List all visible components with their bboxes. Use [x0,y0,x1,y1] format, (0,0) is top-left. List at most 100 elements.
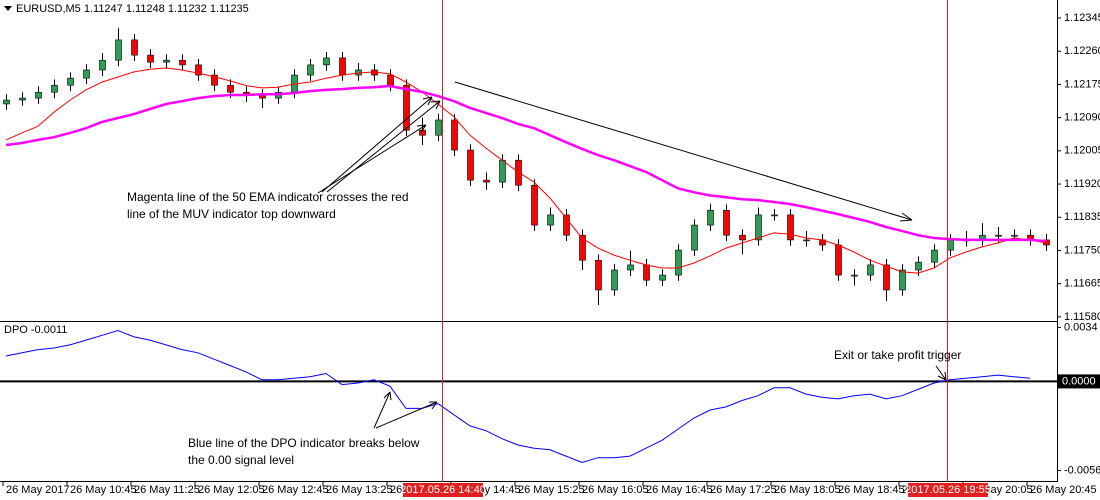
x-tick-label: 26 May 11:25 [134,484,200,496]
arrow-head [899,212,913,222]
marker-label: 2017.05.26 19:55 [905,484,991,496]
candle-body [723,209,730,236]
candle-body [211,74,218,86]
candle-body [755,214,762,241]
candle-body [451,119,458,151]
candle-body [83,69,90,79]
candle-body [227,84,234,93]
x-tick-label: 26 May 2017 [6,484,70,496]
candle-body [307,64,314,76]
x-tick-label: 26 May 20:45 [1030,484,1097,496]
x-tick-label: 26 May 10:45 [70,484,137,496]
line-series [5,67,1047,274]
candle-body [547,214,554,226]
plot [3,27,1050,464]
line-series [5,84,1047,243]
annotation: Blue line of the DPO indicator breaks be… [188,436,420,450]
y-tick-label: 1.12090 [1064,112,1100,124]
candle-body [483,179,490,183]
x-tick-label: 26 May 18:45 [838,484,905,496]
x-tick-label: 26 May 17:25 [710,484,777,496]
x-tick-label: 26 May 15:25 [518,484,585,496]
candle-body [627,264,634,271]
line-series [5,329,1031,464]
symbol-icon [4,6,12,11]
candle-body [771,214,778,217]
candle-body [947,239,954,251]
candle-body [739,234,746,241]
y-tick-label: 1.12260 [1064,45,1100,57]
y-tick-label: 0.0034 [1064,321,1098,333]
annotation: line of the MUV indicator top downward [127,207,336,221]
candle-body [835,244,842,276]
y-tick-label: -0.0056 [1064,464,1100,476]
candle-body [915,261,922,271]
y-tick-label: 1.11580 [1064,311,1100,323]
candle-body [851,274,858,277]
marker-label: 2017.05.26 14:40 [400,484,486,496]
x-tick-label: 26 May 18:05 [774,484,841,496]
candle-body [163,59,170,63]
candle-body [323,57,330,66]
candle-body [707,209,714,226]
candle-body [499,159,506,183]
candle-body [35,91,42,99]
candle-body [19,97,26,101]
candle-body [67,77,74,86]
y-tick-label: 1.11665 [1064,278,1100,290]
candle-body [995,234,1002,237]
annotation: the 0.00 signal level [188,453,294,467]
annotation: Exit or take profit trigger [834,348,961,362]
marker-label-box [908,483,988,497]
candle-body [787,214,794,241]
candle-body [803,239,810,242]
candle-body [595,259,602,291]
y-tick-label: 1.11835 [1064,211,1100,223]
candle-body [3,99,10,105]
chart-title: EURUSD,M5 1.11247 1.11248 1.11232 1.1123… [16,3,249,15]
x-tick-label: 26 May 12:45 [262,484,329,496]
candle-body [51,84,58,93]
candle-body [147,54,154,63]
candle-body [563,214,570,236]
y-tick-label: 1.11750 [1064,244,1100,256]
candle-body [115,39,122,61]
candle-body [179,59,186,66]
candle-body [99,59,106,71]
y-tick-label: 1.11920 [1064,178,1100,190]
candle-body [931,249,938,263]
candle-body [899,269,906,291]
candle-body [1011,234,1018,237]
candle-body [883,264,890,291]
candle-body [419,129,426,136]
candle-body [643,264,650,281]
candle-body [691,224,698,251]
candle-body [611,269,618,291]
candle-body [339,57,346,76]
candle-body [531,184,538,226]
candle-body [403,84,410,131]
x-tick-label: 26 May 16:45 [646,484,713,496]
candle-body [867,264,874,276]
y-tick-label: 0.0000 [1062,375,1096,387]
marker-label-box [403,483,483,497]
candle-body [435,119,442,136]
y-tick-label: 1.12175 [1064,78,1100,90]
candle-body [675,249,682,276]
x-tick-label: 26 May 13:25 [326,484,393,496]
candle-body [467,149,474,181]
candle-body [387,74,394,86]
indicator-title: DPO -0.0011 [4,324,67,336]
y-tick-label: 1.12345 [1064,12,1100,24]
candle-body [659,274,666,281]
tick-label-box [1058,374,1100,389]
axes: 1.12345 1.12260 1.12175 1.12090 1.12005 1.119… [0,12,1100,476]
candle-body [131,39,138,56]
candle-body [195,64,202,76]
annotation: Magenta line of the 50 EMA indicator cro… [127,190,409,204]
trend-arrow [454,81,913,221]
annotation-arrows [317,96,947,429]
